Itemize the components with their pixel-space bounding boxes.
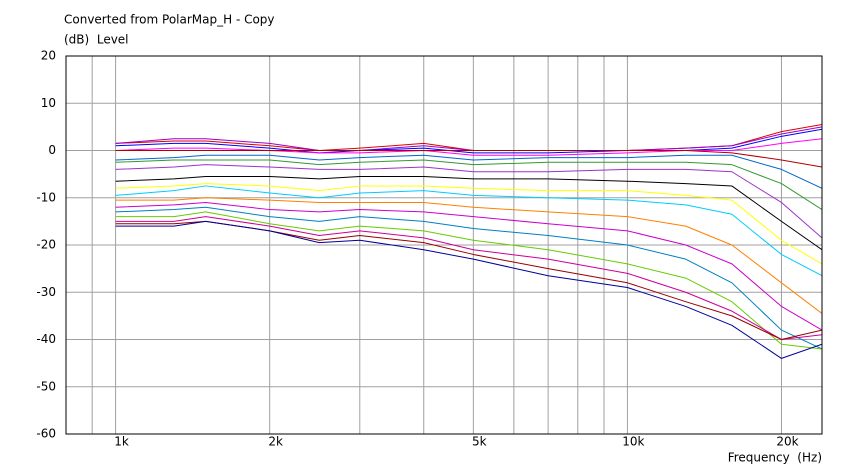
y-tick-label: -60 — [36, 427, 56, 441]
series-line — [115, 150, 822, 168]
series-line — [115, 185, 822, 277]
series-line — [115, 220, 822, 359]
x-axis-label: Frequency (Hz) — [728, 451, 822, 465]
series-line — [115, 201, 822, 331]
series-line — [115, 138, 822, 156]
y-axis-label: (dB) Level — [64, 33, 129, 47]
x-tick-label: 20k — [776, 435, 798, 449]
x-tick-label: 5k — [472, 435, 487, 449]
series-line — [115, 183, 822, 265]
series-line — [115, 126, 822, 151]
y-tick-label: 0 — [48, 143, 56, 157]
series-line — [115, 164, 822, 239]
series-line — [115, 206, 822, 350]
series-line — [115, 216, 822, 340]
y-tick-label: 10 — [41, 96, 56, 110]
y-tick-label: -30 — [36, 285, 56, 299]
series-line — [115, 197, 822, 314]
series-line — [115, 211, 822, 350]
y-tick-label: -40 — [36, 332, 56, 346]
y-tick-label: -20 — [36, 238, 56, 252]
y-tick-label: 20 — [41, 49, 56, 63]
x-tick-label: 2k — [268, 435, 283, 449]
series-line — [115, 159, 822, 210]
lines — [115, 124, 822, 359]
x-tick-label: 10k — [622, 435, 644, 449]
plot-frame — [65, 55, 823, 435]
series-line — [115, 154, 822, 189]
series-line — [115, 175, 822, 251]
x-tick-label: 1k — [114, 435, 129, 449]
y-tick-label: -50 — [36, 379, 56, 393]
y-tick-label: -10 — [36, 190, 56, 204]
chart-title: Converted from PolarMap_H - Copy — [64, 13, 275, 27]
